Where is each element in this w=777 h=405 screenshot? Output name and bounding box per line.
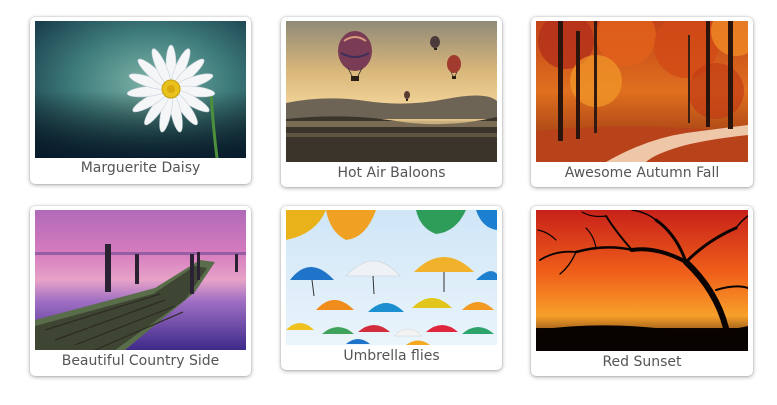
gallery-card-sunset[interactable]: Red Sunset [531, 206, 753, 376]
daisy-photo[interactable] [35, 21, 246, 158]
caption-umbrellas: Umbrella flies [343, 348, 440, 364]
caption-balloons: Hot Air Baloons [337, 165, 446, 181]
countryside-photo[interactable] [35, 210, 246, 350]
sunset-photo[interactable] [536, 210, 748, 351]
gallery-card-autumn[interactable]: Awesome Autumn Fall [531, 17, 753, 187]
gallery-card-umbrellas[interactable]: Umbrella flies [281, 206, 502, 370]
balloons-photo[interactable] [286, 21, 497, 162]
caption-autumn: Awesome Autumn Fall [564, 165, 720, 181]
autumn-photo[interactable] [536, 21, 748, 162]
caption-countryside: Beautiful Country Side [61, 353, 220, 369]
gallery-card-balloons[interactable]: Hot Air Baloons [281, 17, 502, 187]
gallery-card-daisy[interactable]: Marguerite Daisy [30, 17, 251, 184]
umbrellas-photo[interactable] [286, 210, 497, 345]
caption-sunset: Red Sunset [602, 354, 682, 370]
gallery-card-countryside[interactable]: Beautiful Country Side [30, 206, 251, 376]
caption-daisy: Marguerite Daisy [80, 160, 201, 176]
